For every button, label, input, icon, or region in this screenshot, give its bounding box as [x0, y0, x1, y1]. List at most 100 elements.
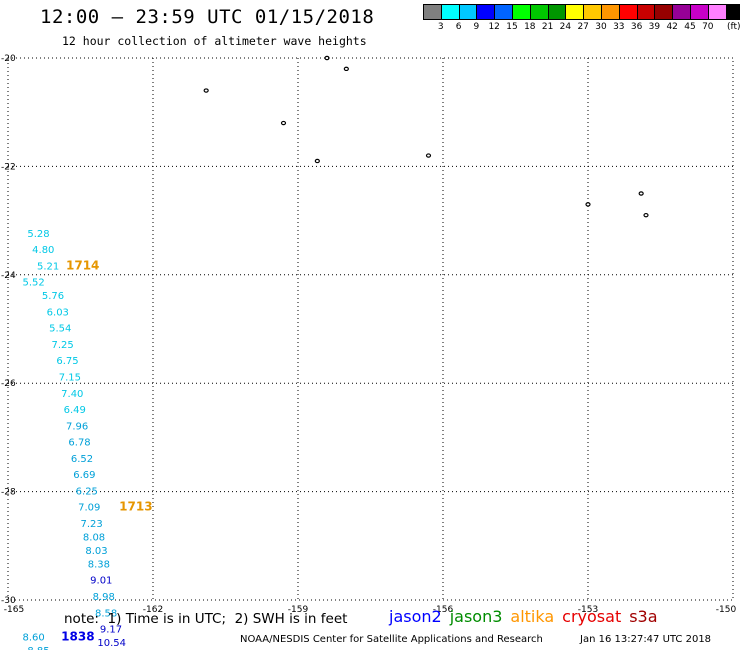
lon-tick-label: -162 [143, 605, 163, 615]
legend-swatch [477, 5, 496, 19]
lon-tick-label: -159 [288, 605, 309, 615]
legend-tick-label: 24 [559, 22, 572, 32]
wave-height-label: 7.40 [61, 389, 83, 400]
axis-ticks: -165 -162 -159 -156 -153 -150 -20 -22 -24 -26 -28 -… [1, 54, 736, 615]
legend-swatch [548, 5, 567, 19]
legend-swatch [441, 5, 460, 19]
credit-line: NOAA/NESDIS Center for Satellite Applica… [240, 634, 543, 645]
pass-time-label: 1838 [61, 630, 94, 644]
wave-height-label: 6.25 [76, 486, 98, 497]
legend-tick-label: 18 [524, 22, 536, 32]
footer-note: note: 1) Time is in UTC; 2) SWH is in fe… [64, 611, 348, 627]
pass-time-label: 1714 [66, 258, 99, 272]
legend-swatch [584, 5, 602, 19]
legend-swatch [619, 5, 638, 19]
legend-tick-label: 9 [473, 22, 480, 32]
wave-height-label: 7.09 [78, 503, 100, 514]
wave-height-label: 8.60 [23, 633, 45, 644]
map-border [7, 57, 734, 601]
wave-height-label: 6.69 [73, 470, 95, 481]
legend-tick-label: 36 [630, 22, 643, 32]
island-marker [324, 55, 330, 61]
wave-height-label: 9.17 [100, 625, 122, 636]
wave-height-label: 6.03 [47, 307, 69, 318]
island-marker [585, 202, 591, 207]
legend-tick-label: 45 [684, 22, 696, 32]
wave-height-label: 9.01 [90, 576, 112, 587]
lon-tick-label: -165 [4, 605, 24, 615]
legend-tick-label: 33 [613, 22, 625, 32]
legend-swatch [495, 5, 513, 19]
legend-swatch [708, 5, 727, 19]
map-frame [7, 57, 734, 601]
wave-observations: 5.28 4.80 5.21 5.52 5.76 6.03 5.54 7.25 6.75 7.15… [23, 229, 127, 650]
wave-height-label: 8.98 [93, 592, 115, 603]
pass-time-label: 1713 [119, 500, 152, 514]
satellite-jason2: jason2 [389, 607, 442, 626]
wave-height-label: 5.28 [27, 229, 49, 240]
wave-height-label: 6.49 [64, 405, 86, 416]
island-marker [314, 158, 320, 164]
lon-tick-label: -153 [578, 605, 598, 615]
legend-tick-label: 30 [595, 22, 607, 32]
wave-height-label: 8.58 [95, 608, 117, 619]
wave-height-label: 6.78 [68, 438, 90, 449]
satellite-cryosat: cryosat [562, 607, 622, 626]
wave-height-label: 4.80 [32, 245, 54, 256]
island-marker [343, 66, 349, 72]
legend-tick-label: 27 [577, 22, 589, 32]
island-marker [280, 120, 287, 126]
wave-height-label: 5.54 [49, 324, 71, 335]
wave-height-label: 8.85 [27, 646, 49, 650]
wave-height-label: 5.76 [42, 291, 64, 302]
legend-swatch [637, 5, 656, 19]
satellite-s3a: s3a [629, 607, 658, 626]
islands [203, 55, 649, 218]
legend-unit: (ft) [727, 22, 740, 32]
island-marker [425, 153, 432, 158]
wave-height-label: 8.08 [83, 532, 105, 543]
legend-swatch [530, 5, 549, 19]
credit-timestamp: Jan 16 13:27:47 UTC 2018 [580, 634, 712, 645]
satellite-altika: altika [510, 607, 555, 626]
wave-height-label: 6.52 [71, 454, 93, 465]
page-title: 12:00 – 23:59 UTC 01/15/2018 [40, 6, 375, 28]
lat-tick-label: -20 [1, 54, 16, 64]
legend-tick-label: 42 [666, 22, 678, 32]
lon-tick-label: -156 [433, 605, 454, 615]
lat-tick-label: -24 [1, 271, 16, 281]
legend-swatch [566, 5, 585, 19]
wave-height-label: 5.52 [23, 278, 45, 289]
wave-height-label: 8.03 [85, 546, 107, 557]
legend-swatch [424, 5, 442, 19]
legend-swatch [512, 5, 531, 19]
legend-swatch [690, 5, 709, 19]
lat-tick-label: -28 [1, 488, 16, 498]
island-marker [643, 212, 649, 218]
wave-height-label: 7.25 [52, 340, 74, 351]
legend-labels: (ft) 3 6 9 12 15 18 21 24 27 30 33 36 39 42 45 70 [423, 20, 740, 32]
satellite-key: jason2 jason3 altika cryosat s3a [389, 607, 666, 626]
pass-times: 1714171318381712 [61, 258, 152, 644]
satellite-jason3: jason3 [449, 607, 503, 626]
legend-tick-label: 12 [488, 22, 500, 32]
legend-tick-label: 70 [702, 22, 714, 32]
legend-swatch [726, 5, 740, 19]
legend-tick-label: 6 [455, 22, 462, 32]
wave-height-label: 7.23 [81, 519, 103, 530]
lat-tick-label: -22 [1, 162, 16, 172]
wave-height-label: 10.54 [97, 638, 126, 649]
wave-height-label: 8.38 [88, 559, 110, 570]
legend-swatch [459, 5, 478, 19]
lat-tick-label: -30 [1, 596, 16, 606]
wave-height-label: 6.75 [56, 356, 78, 367]
legend-swatch [673, 5, 691, 19]
lat-tick-label: -26 [1, 379, 16, 389]
legend-tick-label: 3 [437, 22, 444, 32]
legend-tick-label: 21 [541, 22, 554, 32]
wave-height-label: 5.21 [37, 261, 59, 272]
page-subtitle: 12 hour collection of altimeter wave hei… [62, 34, 367, 48]
wave-height-label: 7.15 [59, 372, 81, 383]
